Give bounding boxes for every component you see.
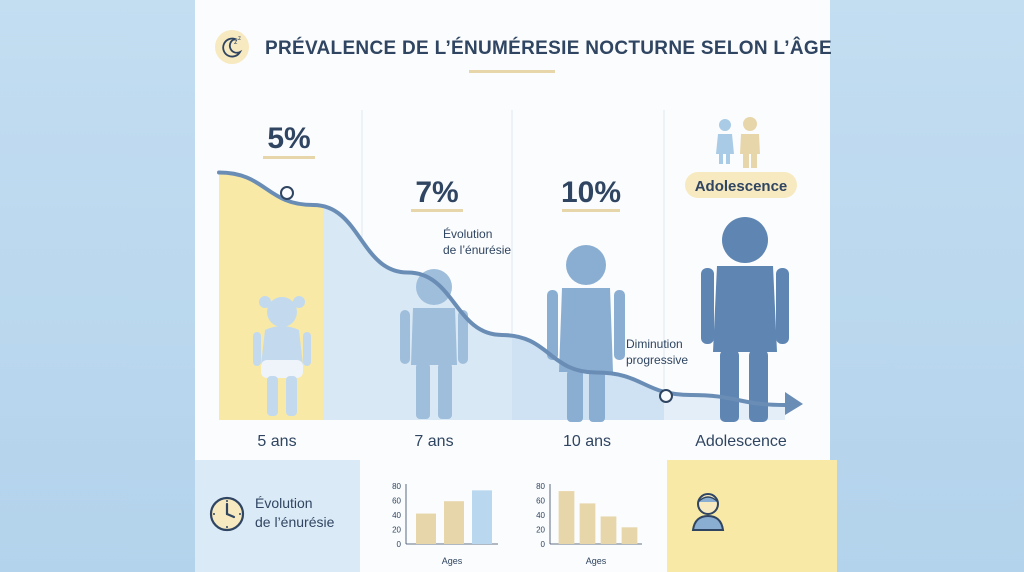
evolution-card-line1: Évolution — [255, 495, 313, 511]
evolution-card-line2: de l’énurésie — [255, 514, 335, 530]
toddler-silhouette — [253, 296, 311, 416]
moon-sleep-icon: z z — [215, 30, 249, 64]
page-title: PRÉVALENCE DE L’ÉNUMÉRESIE NOCTURNE SELO… — [265, 38, 832, 59]
mini-tick-label: 0 — [541, 540, 546, 549]
left-background — [0, 0, 195, 572]
prevalence-curve — [217, 170, 787, 407]
percent-label-5ans: 5% — [267, 122, 310, 155]
category-label-7ans: 7 ans — [414, 433, 453, 450]
svg-text:z: z — [234, 39, 238, 46]
mini-bar — [472, 490, 492, 544]
mini-bar — [416, 513, 436, 544]
mini-tick-label: 40 — [536, 511, 545, 520]
mini-tick-label: 20 — [392, 526, 401, 535]
clock-icon — [209, 496, 245, 532]
prevalence-chart: Adolescence 5% 7% 10% Évolution de l’énu… — [217, 90, 803, 450]
mini-tick-label: 60 — [536, 497, 545, 506]
evolution-card-label: Évolution de l’énurésie — [255, 494, 334, 532]
person-card — [667, 460, 837, 572]
diminution-annotation-line1: Diminution — [626, 337, 683, 351]
percent-label-7ans: 7% — [415, 176, 458, 209]
category-label-adolescence: Adolescence — [695, 433, 787, 450]
evolution-annotation-line2: de l’énurésie — [443, 243, 511, 257]
adolescence-badge: Adolescence — [685, 172, 797, 198]
title-underline — [469, 70, 555, 73]
evolution-card: Évolution de l’énurésie — [195, 460, 360, 572]
category-label-10ans: 10 ans — [563, 433, 611, 450]
mini-tick-label: 80 — [536, 482, 545, 491]
mini-tick-label: 60 — [392, 497, 401, 506]
mini-bar-chart-2: 0 20 40 60 80 Ages — [536, 482, 642, 566]
mini-bar — [621, 527, 638, 544]
curve-arrowhead — [785, 392, 803, 415]
child-10-silhouette — [547, 245, 625, 422]
curve-marker-adolescence — [659, 389, 673, 403]
category-label-5ans: 5 ans — [257, 433, 296, 450]
person-icon — [691, 493, 725, 531]
svg-text:z: z — [238, 36, 241, 42]
percent-underline-5ans — [263, 156, 315, 159]
percent-label-10ans: 10% — [561, 176, 621, 209]
mini-x-label: Ages — [586, 556, 607, 566]
child-7-silhouette — [400, 269, 468, 419]
curve-marker-5ans — [280, 186, 294, 200]
mini-bar — [444, 501, 464, 544]
mini-charts-card: 0 20 40 60 80 Ages 0 20 40 60 80 Ages — [360, 460, 667, 572]
adolescence-badge-label: Adolescence — [695, 178, 788, 195]
diminution-annotation-line2: progressive — [626, 353, 688, 367]
mini-tick-label: 80 — [392, 482, 401, 491]
mini-bar — [558, 491, 575, 544]
teen-silhouette — [701, 217, 789, 422]
mini-bar — [579, 503, 596, 544]
mini-tick-label: 20 — [536, 526, 545, 535]
evolution-annotation-line1: Évolution — [443, 226, 492, 241]
percent-underline-10ans — [562, 209, 620, 212]
percent-underline-7ans — [411, 209, 463, 212]
mini-x-label: Ages — [442, 556, 463, 566]
header: z z PRÉVALENCE DE L’ÉNUMÉRESIE NOCTURNE … — [215, 30, 832, 80]
mini-tick-label: 0 — [397, 540, 402, 549]
adolescents-icon — [716, 117, 760, 168]
mini-bar — [600, 516, 617, 544]
right-background — [830, 0, 1024, 572]
mini-bar-chart-1: 0 20 40 60 80 Ages — [392, 482, 498, 566]
mini-tick-label: 40 — [392, 511, 401, 520]
